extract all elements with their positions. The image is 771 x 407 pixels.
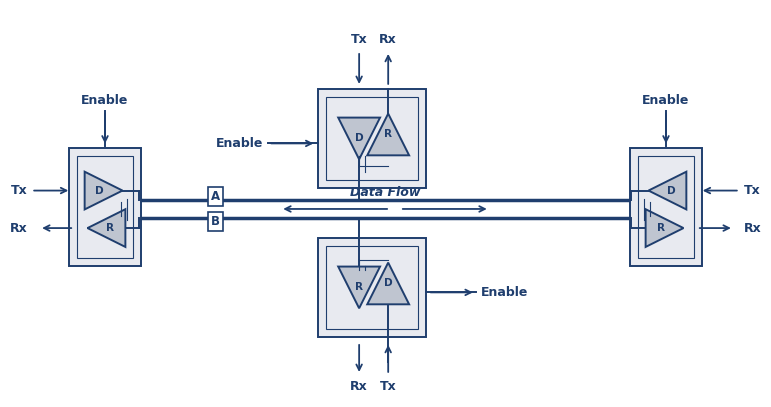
Text: R: R [106,223,114,233]
Text: D: D [96,186,104,196]
Text: Rx: Rx [744,221,762,234]
Bar [638,156,694,258]
Text: D: D [355,133,363,143]
Text: R: R [355,282,363,292]
Text: Enable: Enable [480,286,528,299]
Text: Rx: Rx [9,221,27,234]
Polygon shape [367,263,409,304]
Text: Tx: Tx [351,33,368,46]
Bar [69,149,141,266]
Polygon shape [648,172,686,210]
Bar [318,89,426,188]
Polygon shape [338,118,380,159]
Text: B: B [211,215,220,228]
Text: A: A [211,190,221,203]
Text: Tx: Tx [744,184,760,197]
Polygon shape [338,267,380,308]
Text: D: D [667,186,675,196]
Text: Data Flow: Data Flow [350,186,420,199]
Text: D: D [384,278,392,289]
Text: Tx: Tx [11,184,27,197]
Text: R: R [657,223,665,233]
Text: Tx: Tx [380,380,396,393]
Bar [77,156,133,258]
Bar [326,246,418,329]
Polygon shape [88,209,126,247]
Bar [318,238,426,337]
Polygon shape [645,209,683,247]
Bar [630,149,702,266]
Text: R: R [384,129,392,140]
Polygon shape [85,172,123,210]
Text: Rx: Rx [350,380,368,393]
Text: Enable: Enable [81,94,129,107]
Text: Rx: Rx [379,33,397,46]
Text: Enable: Enable [642,94,690,107]
Polygon shape [367,114,409,155]
Text: Enable: Enable [216,137,264,150]
Bar [326,97,418,180]
